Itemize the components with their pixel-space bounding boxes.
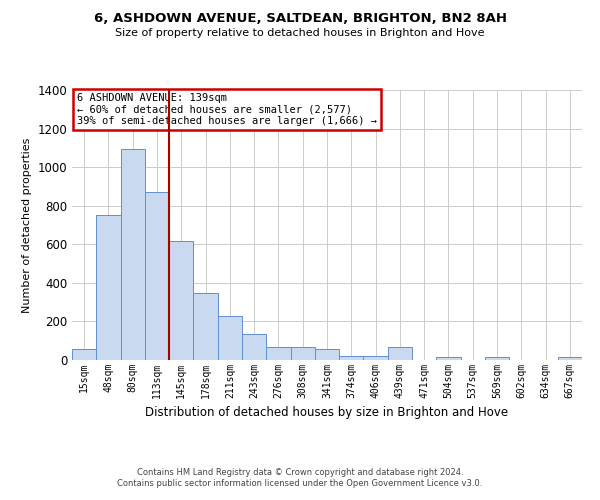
Bar xyxy=(218,316,242,360)
Bar xyxy=(242,334,266,360)
Bar xyxy=(315,350,339,360)
Bar xyxy=(364,356,388,360)
Bar xyxy=(193,292,218,360)
Text: Contains HM Land Registry data © Crown copyright and database right 2024.
Contai: Contains HM Land Registry data © Crown c… xyxy=(118,468,482,487)
Bar xyxy=(169,242,193,360)
Bar xyxy=(436,357,461,360)
Bar xyxy=(485,357,509,360)
Text: 6, ASHDOWN AVENUE, SALTDEAN, BRIGHTON, BN2 8AH: 6, ASHDOWN AVENUE, SALTDEAN, BRIGHTON, B… xyxy=(94,12,506,26)
Bar xyxy=(96,216,121,360)
Bar xyxy=(121,149,145,360)
Bar xyxy=(339,356,364,360)
Bar xyxy=(290,346,315,360)
Bar xyxy=(145,192,169,360)
Y-axis label: Number of detached properties: Number of detached properties xyxy=(22,138,32,312)
Text: Size of property relative to detached houses in Brighton and Hove: Size of property relative to detached ho… xyxy=(115,28,485,38)
Text: 6 ASHDOWN AVENUE: 139sqm
← 60% of detached houses are smaller (2,577)
39% of sem: 6 ASHDOWN AVENUE: 139sqm ← 60% of detach… xyxy=(77,92,377,126)
Bar xyxy=(558,357,582,360)
Bar xyxy=(388,346,412,360)
X-axis label: Distribution of detached houses by size in Brighton and Hove: Distribution of detached houses by size … xyxy=(145,406,509,420)
Bar xyxy=(72,350,96,360)
Bar xyxy=(266,346,290,360)
